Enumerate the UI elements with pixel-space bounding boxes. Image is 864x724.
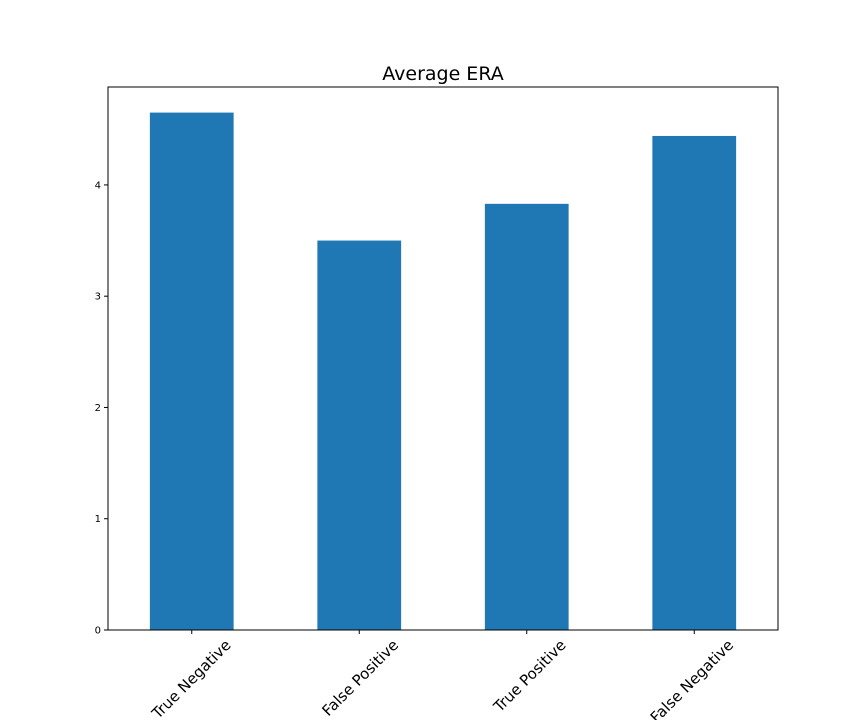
- bar-true-negative: [149, 112, 234, 630]
- x-tick-label: True Positive: [489, 636, 569, 716]
- x-tick-label: False Negative: [647, 636, 737, 720]
- y-tick-label: 1: [95, 514, 101, 525]
- bars-layer: [149, 112, 737, 630]
- x-tick-label: False Positive: [318, 636, 402, 720]
- x-axis: True Negative False Positive True Positive…: [148, 630, 737, 724]
- y-tick-label: 3: [95, 292, 101, 303]
- chart-title: Average ERA: [382, 63, 504, 85]
- y-tick-label: 4: [95, 180, 101, 191]
- bar-false-positive: [317, 240, 402, 630]
- plot-frame: [107, 86, 779, 631]
- bar-false-negative: [652, 135, 737, 630]
- y-tick-label: 0: [95, 626, 101, 637]
- y-tick-label: 2: [95, 403, 101, 414]
- y-axis: 0 1 2 3 4: [95, 180, 108, 637]
- x-tick-label: True Negative: [148, 636, 235, 720]
- bar-true-positive: [484, 203, 569, 630]
